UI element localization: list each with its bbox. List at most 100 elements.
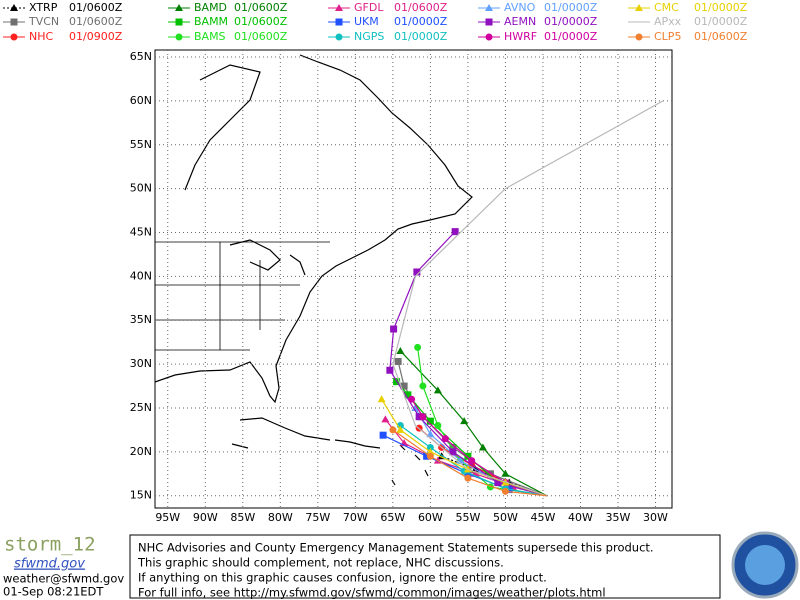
track-point bbox=[394, 357, 402, 365]
track-point bbox=[449, 443, 457, 451]
legend-time: 01/0600Z bbox=[394, 1, 448, 14]
timestamp: 01-Sep 08:21EDT bbox=[3, 585, 104, 599]
track-point bbox=[486, 470, 494, 478]
track-point bbox=[464, 452, 472, 460]
y-tick-label: 50N bbox=[130, 182, 152, 195]
notice-line: For full info, see http://my.sfwmd.gov/s… bbox=[138, 586, 606, 600]
track-point bbox=[501, 469, 510, 477]
x-tick-label: 85W bbox=[230, 511, 255, 524]
legend-name: APxx bbox=[654, 15, 682, 28]
legend-name: BAMD bbox=[194, 1, 227, 14]
track-point bbox=[389, 426, 397, 434]
x-tick-label: 50W bbox=[493, 511, 518, 524]
x-tick-label: 95W bbox=[155, 511, 180, 524]
track-point bbox=[494, 479, 502, 487]
x-tick-label: 35W bbox=[606, 511, 631, 524]
legend-time: 01/0600Z bbox=[234, 1, 288, 14]
y-tick-label: 25N bbox=[130, 401, 152, 414]
legend-name: GFDL bbox=[354, 1, 384, 14]
track-point bbox=[419, 413, 427, 421]
track-point bbox=[441, 435, 449, 443]
y-tick-label: 45N bbox=[130, 225, 152, 238]
x-tick-label: 75W bbox=[305, 511, 330, 524]
x-tick-label: 70W bbox=[343, 511, 368, 524]
x-tick-label: 60W bbox=[418, 511, 443, 524]
track-point bbox=[635, 4, 643, 11]
track-point bbox=[379, 431, 387, 439]
legend-name: AVNO bbox=[504, 1, 536, 14]
y-tick-label: 30N bbox=[130, 357, 152, 370]
track-line bbox=[399, 350, 547, 497]
notice-line: NHC Advisories and County Emergency Mana… bbox=[138, 541, 654, 555]
track-point bbox=[478, 443, 487, 451]
notice-line: This graphic should complement, not repl… bbox=[137, 556, 504, 570]
track-point bbox=[460, 417, 469, 425]
track-point bbox=[485, 33, 493, 41]
coastlines bbox=[154, 54, 473, 486]
track-point bbox=[449, 448, 457, 456]
legend-name: UKM bbox=[354, 15, 379, 28]
y-tick-label: 35N bbox=[130, 313, 152, 326]
legend-time: 01/0000Z bbox=[394, 15, 448, 28]
legend-name: CLP5 bbox=[654, 30, 681, 43]
track-point bbox=[400, 382, 408, 390]
track-point bbox=[468, 457, 476, 465]
legend-time: 01/0600Z bbox=[234, 30, 288, 43]
track-point bbox=[396, 425, 405, 433]
legend-name: NHC bbox=[29, 30, 54, 43]
track-point bbox=[464, 474, 472, 482]
y-tick-label: 20N bbox=[130, 445, 152, 458]
track-point bbox=[415, 413, 423, 421]
legend-time: 01/0600Z bbox=[69, 15, 123, 28]
y-tick-label: 40N bbox=[130, 269, 152, 282]
track-point bbox=[335, 18, 343, 26]
x-tick-label: 90W bbox=[193, 511, 218, 524]
legend-time: 01/0600Z bbox=[234, 15, 288, 28]
track-point bbox=[433, 386, 442, 394]
track-point bbox=[434, 422, 442, 430]
track-point bbox=[335, 33, 343, 41]
track-point bbox=[485, 4, 493, 11]
legend-time: 01/0000Z bbox=[544, 1, 598, 14]
track-point bbox=[426, 447, 435, 455]
track-point bbox=[426, 430, 435, 438]
email: weather@sfwmd.gov bbox=[3, 572, 124, 586]
track-point bbox=[404, 391, 412, 399]
track-point bbox=[10, 4, 18, 11]
track-point bbox=[175, 4, 183, 11]
track-point bbox=[377, 395, 386, 403]
storm-name: storm_12 bbox=[4, 534, 96, 556]
logo-inner bbox=[745, 545, 785, 585]
legend-time: 01/0000Z bbox=[394, 30, 448, 43]
track-point bbox=[396, 346, 405, 354]
site-name: sfwmd.gov bbox=[14, 557, 85, 572]
x-tick-label: 80W bbox=[268, 511, 293, 524]
legend-name: BAMS bbox=[194, 30, 226, 43]
legend-name: CMC bbox=[654, 1, 679, 14]
x-tick-label: 30W bbox=[643, 511, 668, 524]
track-line bbox=[392, 100, 664, 497]
legend-time: 01/0000Z bbox=[544, 30, 598, 43]
legend-time: 01/0000Z bbox=[694, 15, 748, 28]
legend-name: BAMM bbox=[194, 15, 228, 28]
track-point bbox=[386, 366, 394, 374]
track-point bbox=[451, 228, 459, 236]
track-line bbox=[381, 398, 547, 497]
track-point bbox=[419, 382, 427, 390]
legend-name: HWRF bbox=[504, 30, 537, 43]
track-point bbox=[390, 325, 398, 333]
x-tick-label: 40W bbox=[568, 511, 593, 524]
legend-name: AEMN bbox=[504, 15, 536, 28]
y-tick-label: 55N bbox=[130, 138, 152, 151]
map-frame bbox=[154, 49, 673, 509]
legend-name: XTRP bbox=[29, 1, 58, 14]
notice-box bbox=[129, 534, 721, 599]
track-point bbox=[426, 443, 434, 451]
legend-time: 01/0900Z bbox=[69, 30, 123, 43]
legend-time: 01/0000Z bbox=[694, 1, 748, 14]
track-point bbox=[414, 343, 422, 351]
legend-time: 01/0000Z bbox=[544, 15, 598, 28]
x-tick-label: 55W bbox=[455, 511, 480, 524]
